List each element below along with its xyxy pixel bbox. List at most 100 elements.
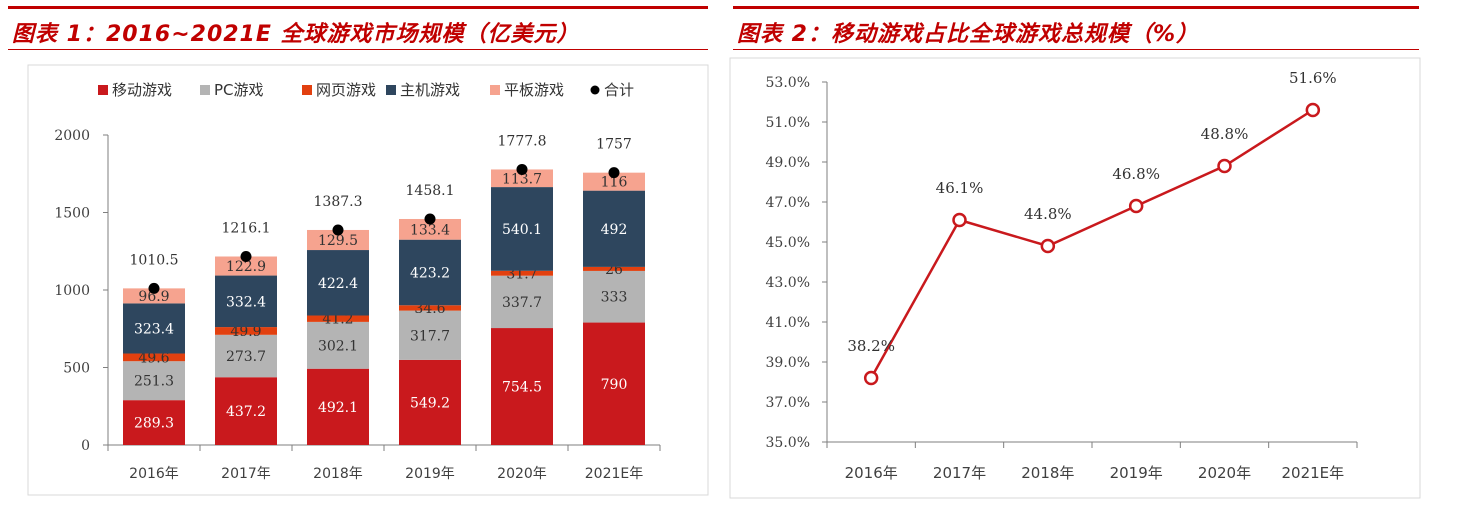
bar-segment-label: 122.9 <box>226 259 266 275</box>
bar-segment <box>583 322 645 445</box>
left-header-rule <box>8 49 708 50</box>
bar-segment <box>399 359 461 445</box>
bar-y-tick-label: 1500 <box>54 206 90 222</box>
bar-segment-label: 317.7 <box>410 328 450 344</box>
line-x-tick-label: 2016年 <box>845 464 898 482</box>
bar-segment <box>399 305 461 311</box>
bar-segment <box>215 275 277 328</box>
line-y-tick-label: 43.0% <box>766 275 810 291</box>
total-label: 1777.8 <box>498 133 547 149</box>
bar-segment <box>123 400 185 445</box>
bar-segment-label: 96.9 <box>138 289 169 305</box>
line-series <box>870 108 1314 379</box>
line-point-label: 38.2% <box>847 337 895 355</box>
bar-segment <box>399 218 461 240</box>
line-point-label: 48.8% <box>1201 125 1249 143</box>
bar-segment-label: 273.7 <box>226 349 266 365</box>
line-x-tick-label: 2017年 <box>933 464 986 482</box>
bar-segment-label: 302.1 <box>318 338 358 354</box>
line-y-tick-label: 41.0% <box>766 315 810 331</box>
total-label: 1458.1 <box>406 183 455 199</box>
line-point-label: 44.8% <box>1024 205 1072 223</box>
right-panel-title: 图表 2：移动游戏占比全球游戏总规模（%） <box>737 22 1200 47</box>
bar-segment <box>123 353 185 362</box>
line-point <box>1217 158 1232 174</box>
bar-segment-label: 251.3 <box>134 374 174 390</box>
bar-segment <box>307 229 369 251</box>
legend-label: PC游戏 <box>214 81 264 99</box>
line-chart-frame <box>729 57 1421 499</box>
line-point-label: 46.1% <box>936 179 984 197</box>
bar-segment-label: 492.1 <box>318 400 358 416</box>
bar-segment-label: 540.1 <box>502 222 542 238</box>
legend-label: 移动游戏 <box>112 81 172 99</box>
bar-segment <box>491 328 553 445</box>
bar-x-tick-label: 2017年 <box>221 466 271 482</box>
line-y-tick-label: 39.0% <box>766 355 810 371</box>
line-y-tick-label: 49.0% <box>766 155 810 171</box>
bar-segment <box>123 361 185 401</box>
bar-segment-label: 333 <box>601 290 628 306</box>
legend-swatch <box>302 85 312 95</box>
bar-segment <box>583 266 645 271</box>
line-point-label: 46.8% <box>1112 165 1160 183</box>
legend-swatch <box>590 85 600 95</box>
line-x-tick-label: 2018年 <box>1021 464 1074 482</box>
total-label: 1216.1 <box>222 221 271 237</box>
bar-segment <box>399 310 461 360</box>
bar-x-tick-label: 2021E年 <box>585 466 643 482</box>
line-chart: 35.0% 37.0% 39.0% 41.0% 43.0% 45.0% 47.0% 49.0%… <box>729 57 1421 499</box>
bar-segment <box>399 239 461 306</box>
legend-swatch <box>200 85 210 95</box>
bar-segment-label: 332.4 <box>226 294 266 310</box>
line-point <box>863 370 879 386</box>
bar-segment <box>215 334 277 378</box>
bar-x-tick-label: 2019年 <box>405 466 455 482</box>
legend-label: 平板游戏 <box>504 81 564 99</box>
bar-x-tick-label: 2020年 <box>497 466 547 482</box>
bar-y-tick-label: 1000 <box>54 283 90 299</box>
total-point <box>332 224 344 236</box>
bar-segment <box>491 169 553 188</box>
bar-segment <box>307 368 369 445</box>
bar-segment-label: 49.9 <box>230 324 261 340</box>
bar-segment <box>583 270 645 323</box>
left-panel-header: 图表 1：2016~2021E 全球游戏市场规模（亿美元） <box>8 6 708 50</box>
bar-segment-label: 492 <box>601 222 628 238</box>
line-y-tick-label: 35.0% <box>766 435 810 451</box>
line-point-label: 51.6% <box>1289 69 1337 87</box>
line-y-tick-label: 37.0% <box>766 395 810 411</box>
bar-axes: 0 500 1000 1500 2000 2016年 2017年 2018年 2019年 2020… <box>54 128 661 482</box>
bar-segment-label: 289.3 <box>134 416 174 432</box>
bar-y-tick-label: 0 <box>81 438 90 454</box>
bar-segment-label: 437.2 <box>226 404 266 420</box>
line-y-tick-label: 47.0% <box>766 195 810 211</box>
bar-segment-label: 337.7 <box>502 295 542 311</box>
bar-segment-label: 549.2 <box>410 395 450 411</box>
line-y-tick-label: 51.0% <box>766 115 810 131</box>
line-point <box>1128 198 1144 214</box>
line-x-tick-label: 2020年 <box>1198 464 1251 482</box>
line-y-tick-label: 45.0% <box>766 235 810 251</box>
bar-segment <box>491 187 553 271</box>
left-panel-title: 图表 1：2016~2021E 全球游戏市场规模（亿美元） <box>12 22 580 47</box>
legend-label: 网页游戏 <box>316 81 376 99</box>
bar-x-tick-label: 2018年 <box>313 466 363 482</box>
legend-label: 主机游戏 <box>400 81 460 99</box>
bar-segment <box>491 275 553 329</box>
total-point <box>148 282 160 294</box>
total-label: 1010.5 <box>130 252 179 268</box>
bar-y-tick-label: 500 <box>63 361 90 377</box>
total-label: 1757 <box>596 137 632 153</box>
line-point <box>1040 238 1056 254</box>
line-x-tick-label: 2021E年 <box>1282 464 1345 482</box>
bar-marks: 289.3 251.3 49.6 323.4 96.9 1010.5 437.2 273.7 4… <box>123 133 645 445</box>
bar-segment <box>215 256 277 276</box>
bar-segment <box>307 321 369 369</box>
total-point <box>516 163 528 175</box>
bar-segment-label: 754.5 <box>502 380 542 396</box>
bar-segment-label: 423.2 <box>410 265 450 281</box>
line-y-tick-label: 53.0% <box>766 75 810 91</box>
bar-segment <box>307 315 369 322</box>
bar-segment-label: 790 <box>601 377 628 393</box>
